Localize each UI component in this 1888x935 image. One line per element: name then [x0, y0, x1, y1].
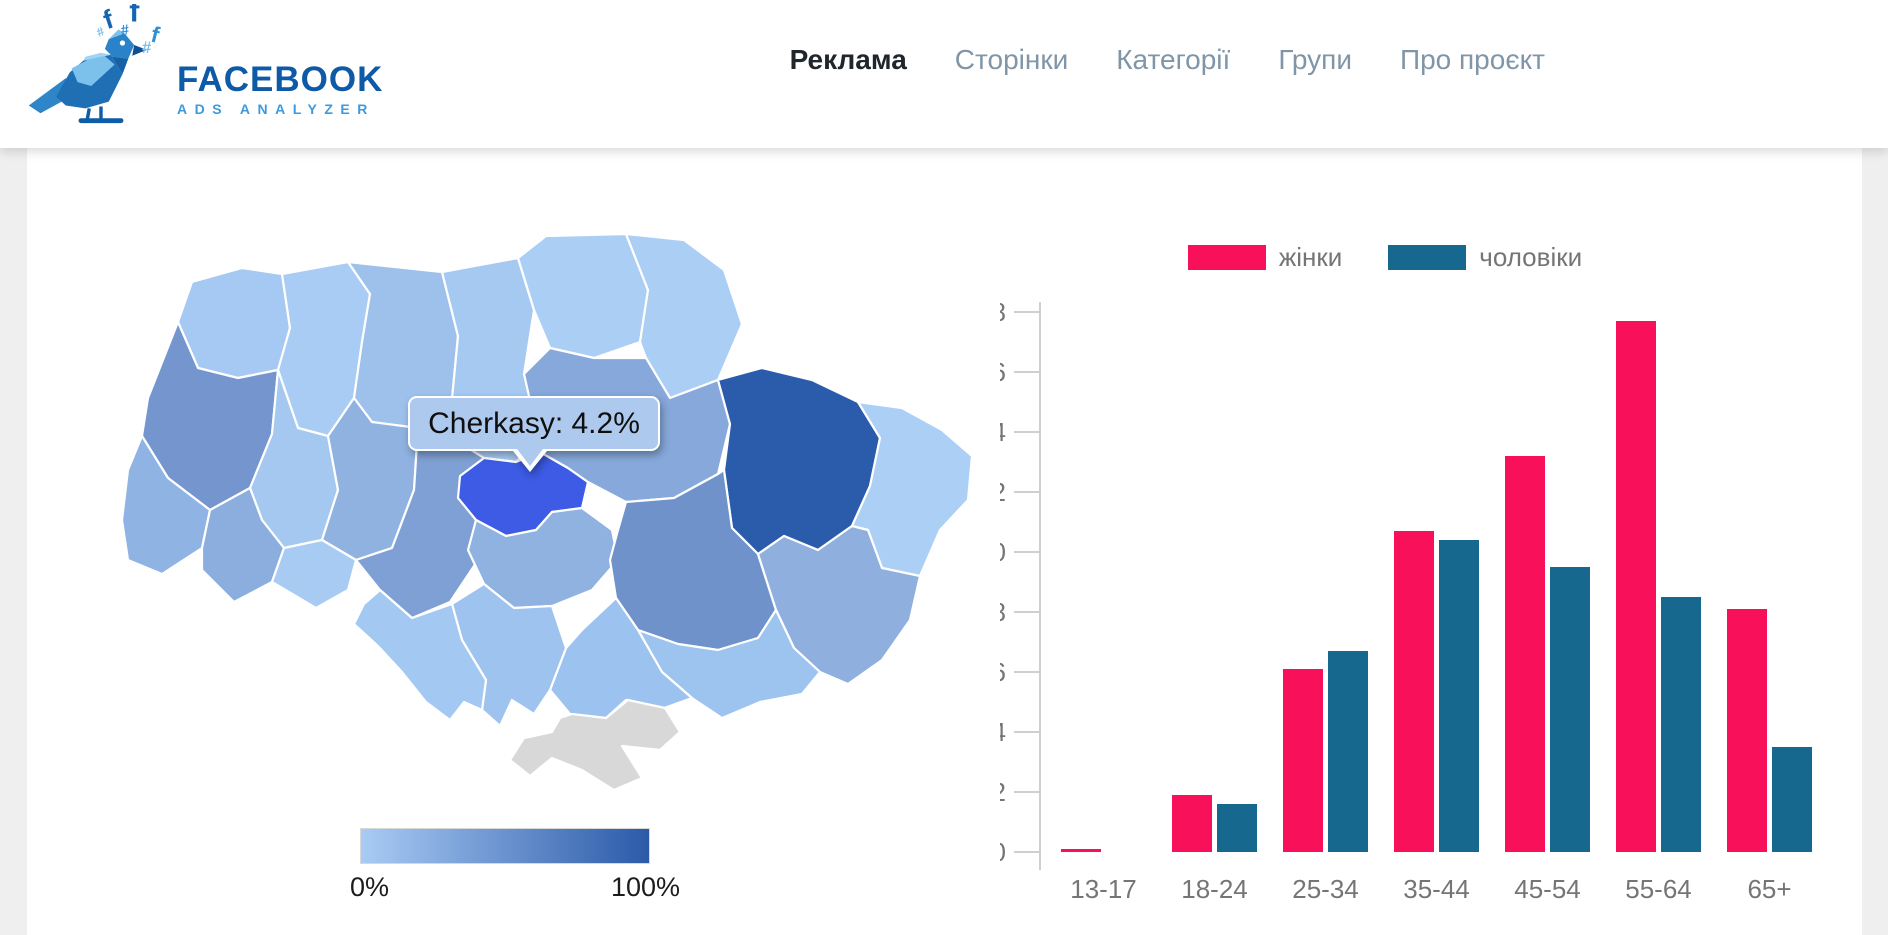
x-axis-label: 13-17: [1070, 874, 1137, 904]
y-tick-label: 12: [1000, 477, 1006, 507]
chart-panel: жінки чоловіки 0 2 4 6 8 10 12 14 16 18 13-17 18-24…: [1000, 240, 1880, 930]
y-tick-label: 14: [1000, 417, 1006, 447]
bar-women-25-34[interactable]: [1283, 669, 1323, 852]
legend-label-men: чоловіки: [1479, 241, 1583, 272]
legend-label-women: жінки: [1278, 241, 1343, 272]
svg-text:#: #: [94, 24, 106, 40]
map-region-odesa[interactable]: [352, 588, 488, 722]
logo-subtitle: ADS ANALYZER: [177, 101, 375, 117]
svg-text:f: f: [129, 4, 140, 29]
map-region-donetsk[interactable]: [756, 524, 922, 686]
bar-women-55-64[interactable]: [1616, 321, 1656, 852]
bar-men-35-44[interactable]: [1439, 540, 1479, 852]
bar-men-55-64[interactable]: [1661, 597, 1701, 852]
y-tick-label: 8: [1000, 597, 1006, 627]
x-axis-label: 25-34: [1292, 874, 1359, 904]
map-tooltip-text: Cherkasy: 4.2%: [428, 406, 640, 440]
x-axis-label: 18-24: [1181, 874, 1248, 904]
legend-swatch-men: [1388, 244, 1467, 270]
legend-swatch-women: [1187, 244, 1266, 270]
bar-women-13-17[interactable]: [1061, 849, 1101, 852]
nav-item-categories[interactable]: Категорії: [1116, 44, 1231, 75]
header: f f f # # # FACEBOOK ADS ANALYZER Реклам…: [0, 0, 1888, 148]
y-tick-label: 6: [1000, 657, 1006, 687]
logo[interactable]: f f f # # # FACEBOOK ADS ANALYZER: [25, 4, 382, 126]
nav-item-about[interactable]: Про проєкт: [1399, 44, 1545, 75]
y-tick-label: 0: [1000, 837, 1006, 867]
bar-men-25-34[interactable]: [1328, 651, 1368, 852]
nav-item-pages[interactable]: Сторінки: [954, 44, 1069, 75]
map-region-zakarpattia[interactable]: [120, 434, 212, 576]
svg-text:#: #: [120, 22, 130, 39]
map-region-chernivtsi[interactable]: [270, 538, 358, 610]
map-region-kherson[interactable]: [548, 596, 694, 720]
map-tooltip: Cherkasy: 4.2%: [408, 396, 660, 472]
map-gradient-labels: 0% 100%: [350, 872, 680, 903]
bar-women-35-44[interactable]: [1394, 531, 1434, 852]
logo-title: FACEBOOK: [177, 60, 384, 99]
age-gender-bar-chart: 0 2 4 6 8 10 12 14 16 18 13-17 18-24 25-34 35-44 45-54…: [1000, 297, 1812, 904]
bar-women-18-24[interactable]: [1172, 795, 1212, 852]
ukraine-choropleth-map: [120, 232, 974, 792]
x-axis-label: 65+: [1747, 874, 1791, 904]
svg-text:#: #: [142, 38, 151, 57]
bird-logo-icon: f f f # # #: [28, 4, 162, 124]
map-region-crimea[interactable]: [508, 698, 682, 792]
map-gradient-legend: [360, 828, 650, 864]
x-axis-label: 45-54: [1514, 874, 1581, 904]
content-card: Cherkasy: 4.2% 0% 100% жінки чоловіки 0 2…: [27, 148, 1862, 935]
map-panel: Cherkasy: 4.2% 0% 100%: [110, 232, 990, 932]
y-tick-label: 16: [1000, 357, 1006, 387]
bar-women-65+[interactable]: [1727, 609, 1767, 852]
bar-women-45-54[interactable]: [1505, 456, 1545, 852]
x-axis-label: 55-64: [1625, 874, 1692, 904]
chart-legend: жінки чоловіки: [1000, 242, 1880, 272]
bar-men-45-54[interactable]: [1550, 567, 1590, 852]
gradient-min-label: 0%: [350, 872, 390, 902]
map-region-chernihiv[interactable]: [516, 232, 650, 360]
bar-men-65+[interactable]: [1772, 747, 1812, 852]
nav-item-ads[interactable]: Реклама: [789, 44, 907, 75]
main-nav: Реклама Сторінки Категорії Групи Про про…: [790, 44, 1545, 76]
y-tick-label: 2: [1000, 777, 1006, 807]
gradient-max-label: 100%: [610, 872, 680, 902]
x-axis-label: 35-44: [1403, 874, 1470, 904]
y-tick-label: 10: [1000, 537, 1006, 567]
bar-men-18-24[interactable]: [1217, 804, 1257, 852]
nav-item-groups[interactable]: Групи: [1278, 44, 1352, 75]
y-tick-label: 4: [1000, 717, 1006, 747]
y-tick-label: 18: [1000, 297, 1006, 327]
